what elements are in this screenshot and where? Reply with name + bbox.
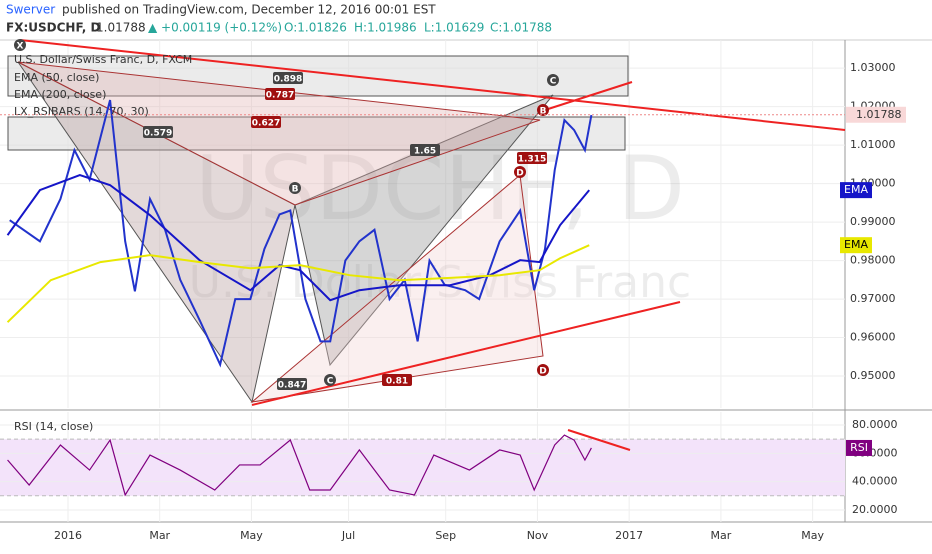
series-line bbox=[6, 174, 591, 302]
trend-line bbox=[251, 301, 681, 406]
trend-line bbox=[567, 429, 631, 451]
series-line bbox=[6, 244, 590, 323]
ratio-tag bbox=[382, 374, 412, 386]
trend-line bbox=[544, 81, 633, 111]
ema-tag bbox=[840, 237, 872, 254]
ratio-label: 1.315 bbox=[518, 155, 546, 165]
pattern-label: D bbox=[539, 367, 546, 377]
y-tick-label: 0.96000 bbox=[850, 331, 896, 344]
price-tag-label: 1.01788 bbox=[856, 108, 902, 121]
ratio-tag bbox=[410, 144, 440, 156]
pattern-label: B bbox=[540, 107, 547, 117]
pattern-point bbox=[14, 39, 26, 51]
rsi-tag-label: RSI bbox=[850, 441, 868, 454]
y-tick-label: 80.0000 bbox=[852, 418, 898, 431]
publisher[interactable]: Swerver bbox=[6, 3, 55, 17]
y-tick-label: 40.0000 bbox=[852, 475, 898, 488]
ratio-label: 0.81 bbox=[386, 377, 408, 387]
pattern-label: C bbox=[550, 77, 557, 87]
ratio-label: 0.898 bbox=[274, 75, 302, 85]
ratio-tag bbox=[277, 378, 307, 390]
ratio-label: 1.65 bbox=[414, 147, 436, 157]
pattern-point bbox=[537, 364, 549, 376]
ratio-label: 0.787 bbox=[266, 91, 294, 101]
ratio-label: 0.847 bbox=[278, 381, 306, 391]
ratio-tag bbox=[517, 152, 547, 164]
ema-tag bbox=[840, 182, 872, 199]
pattern-point bbox=[324, 374, 336, 386]
symbol: FX:USDCHF, D bbox=[6, 21, 100, 35]
ema-tag-label: EMA bbox=[844, 183, 868, 196]
ratio-label: 0.579 bbox=[144, 129, 172, 139]
pattern-label: C bbox=[327, 377, 334, 387]
price-pane: USDCHF, DU.S. Dollar/Swiss FrancXBCCDBD0… bbox=[0, 39, 846, 408]
y-tick-label: 1.01000 bbox=[850, 138, 896, 151]
x-tick-label: Nov bbox=[527, 529, 549, 542]
rsi-pane: RSI (14, close) bbox=[0, 412, 845, 522]
rsi-band bbox=[0, 439, 845, 496]
ratio-tag bbox=[251, 116, 281, 128]
y-tick-label: 0.95000 bbox=[850, 369, 896, 382]
pattern-point bbox=[289, 182, 301, 194]
y-tick-label: 0.99000 bbox=[850, 215, 896, 228]
pattern-label: B bbox=[292, 185, 299, 195]
change: ▲ +0.00119 (+0.12%) bbox=[148, 21, 282, 35]
ratio-tag bbox=[273, 72, 303, 84]
pattern-point bbox=[514, 166, 526, 178]
study-label: EMA (50, close) bbox=[14, 71, 99, 84]
price: 1.01788 bbox=[96, 21, 146, 35]
y-tick-label: 20.0000 bbox=[852, 503, 898, 516]
rsi-tag bbox=[846, 439, 872, 456]
x-tick-label: Mar bbox=[711, 529, 732, 542]
chart-title: U.S. Dollar/Swiss Franc, D, FXCM bbox=[14, 53, 192, 66]
pattern-label: X bbox=[17, 42, 24, 52]
y-tick-label: 1.03000 bbox=[850, 61, 896, 74]
x-tick-label: Sep bbox=[435, 529, 456, 542]
price-tag bbox=[846, 106, 906, 123]
open: O:1.01826 bbox=[284, 21, 347, 35]
study-label: EMA (200, close) bbox=[14, 88, 106, 101]
pattern-point bbox=[537, 104, 549, 116]
close: C:1.01788 bbox=[490, 21, 552, 35]
low: L:1.01629 bbox=[424, 21, 484, 35]
published-line: published on TradingView.com, December 1… bbox=[62, 3, 436, 17]
ratio-tag bbox=[143, 126, 173, 138]
pattern-label: D bbox=[516, 169, 523, 179]
watermark: U.S. Dollar/Swiss Franc bbox=[189, 257, 691, 308]
zone-box bbox=[7, 116, 626, 151]
y-tick-label: 0.98000 bbox=[850, 254, 896, 267]
series-line bbox=[9, 99, 593, 368]
chart-title: RSI (14, close) bbox=[14, 420, 93, 433]
x-tick-label: May bbox=[801, 529, 824, 542]
ratio-tag bbox=[265, 88, 295, 100]
x-tick-label: May bbox=[240, 529, 263, 542]
high: H:1.01986 bbox=[354, 21, 417, 35]
ema-tag-label: EMA bbox=[844, 238, 868, 251]
trend-line bbox=[19, 39, 846, 131]
series-line bbox=[7, 434, 592, 497]
x-tick-label: 2016 bbox=[54, 529, 82, 542]
pattern-point bbox=[547, 74, 559, 86]
x-tick-label: Mar bbox=[149, 529, 170, 542]
x-tick-label: Jul bbox=[341, 529, 355, 542]
zone-box bbox=[7, 55, 629, 97]
ratio-label: 0.627 bbox=[252, 119, 280, 129]
x-tick-label: 2017 bbox=[615, 529, 643, 542]
study-label: LX_RSIBARS (14, 70, 30) bbox=[14, 105, 149, 118]
y-tick-label: 0.97000 bbox=[850, 292, 896, 305]
